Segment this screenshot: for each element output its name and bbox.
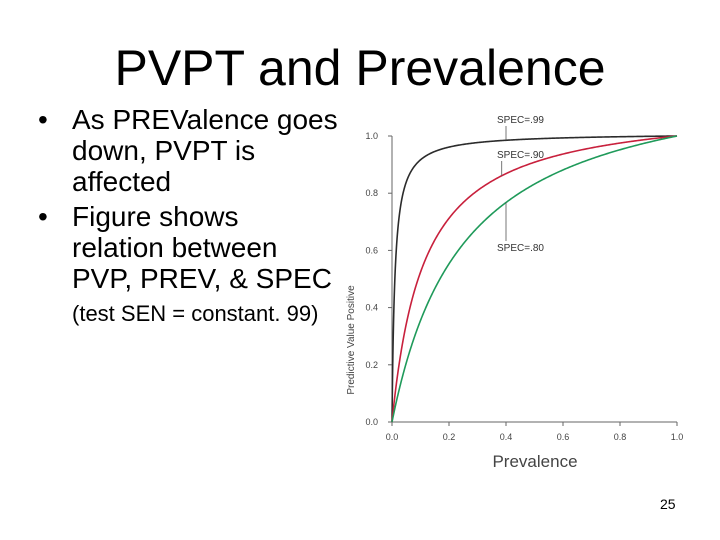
pvp-prevalence-chart: Predictive Value Positive Prevalence 0.0… [346,115,683,471]
y-tick-label: 0.4 [365,303,378,313]
series-label: SPEC=.90 [497,150,544,161]
bullet-text: As PREValence goes down, PVPT is affecte… [72,104,338,197]
series-labels-layer: SPEC=.99 SPEC=.90 SPEC=.80 [497,115,544,254]
y-tick-label: 0.2 [365,360,378,370]
bullet-item: • Figure shows relation between PVP, PRE… [38,201,338,329]
page-number: 25 [660,496,676,512]
bullet-item: • As PREValence goes down, PVPT is affec… [38,104,338,197]
x-axis-title: Prevalence [492,452,577,471]
bullet-list: • As PREValence goes down, PVPT is affec… [38,104,338,333]
y-axis-title-group: Predictive Value Positive [346,285,357,395]
bullet-dot-icon: • [38,201,48,232]
x-tick-label: 0.6 [557,432,570,442]
y-tick-label: 0.6 [365,245,378,255]
bullet-dot-icon: • [38,104,48,135]
y-axis-title: Predictive Value Positive [346,285,357,395]
y-tick-label: 0.0 [365,417,378,427]
y-tick-label: 1.0 [365,131,378,141]
series-label: SPEC=.99 [497,115,544,126]
y-tick-label: 0.8 [365,188,378,198]
x-tick-label: 0.0 [386,432,399,442]
series-line-1 [391,135,678,423]
x-tick-label: 0.2 [443,432,456,442]
slide-title: PVPT and Prevalence [114,40,606,96]
series-layer [391,135,678,423]
bullet-text-small: (test SEN = constant. 99) [72,301,319,326]
series-line-2 [391,135,678,423]
bullet-text: Figure shows relation between PVP, PREV,… [72,201,332,294]
series-line-0 [391,135,678,422]
series-label: SPEC=.80 [497,243,544,254]
x-tick-label: 0.8 [614,432,627,442]
x-tick-label: 0.4 [500,432,513,442]
x-tick-label: 1.0 [671,432,684,442]
ticks-layer: 0.0 0.2 0.4 0.6 0.8 1.0 0.0 0.2 0.4 0.6 0.8 1.0 [365,131,683,442]
